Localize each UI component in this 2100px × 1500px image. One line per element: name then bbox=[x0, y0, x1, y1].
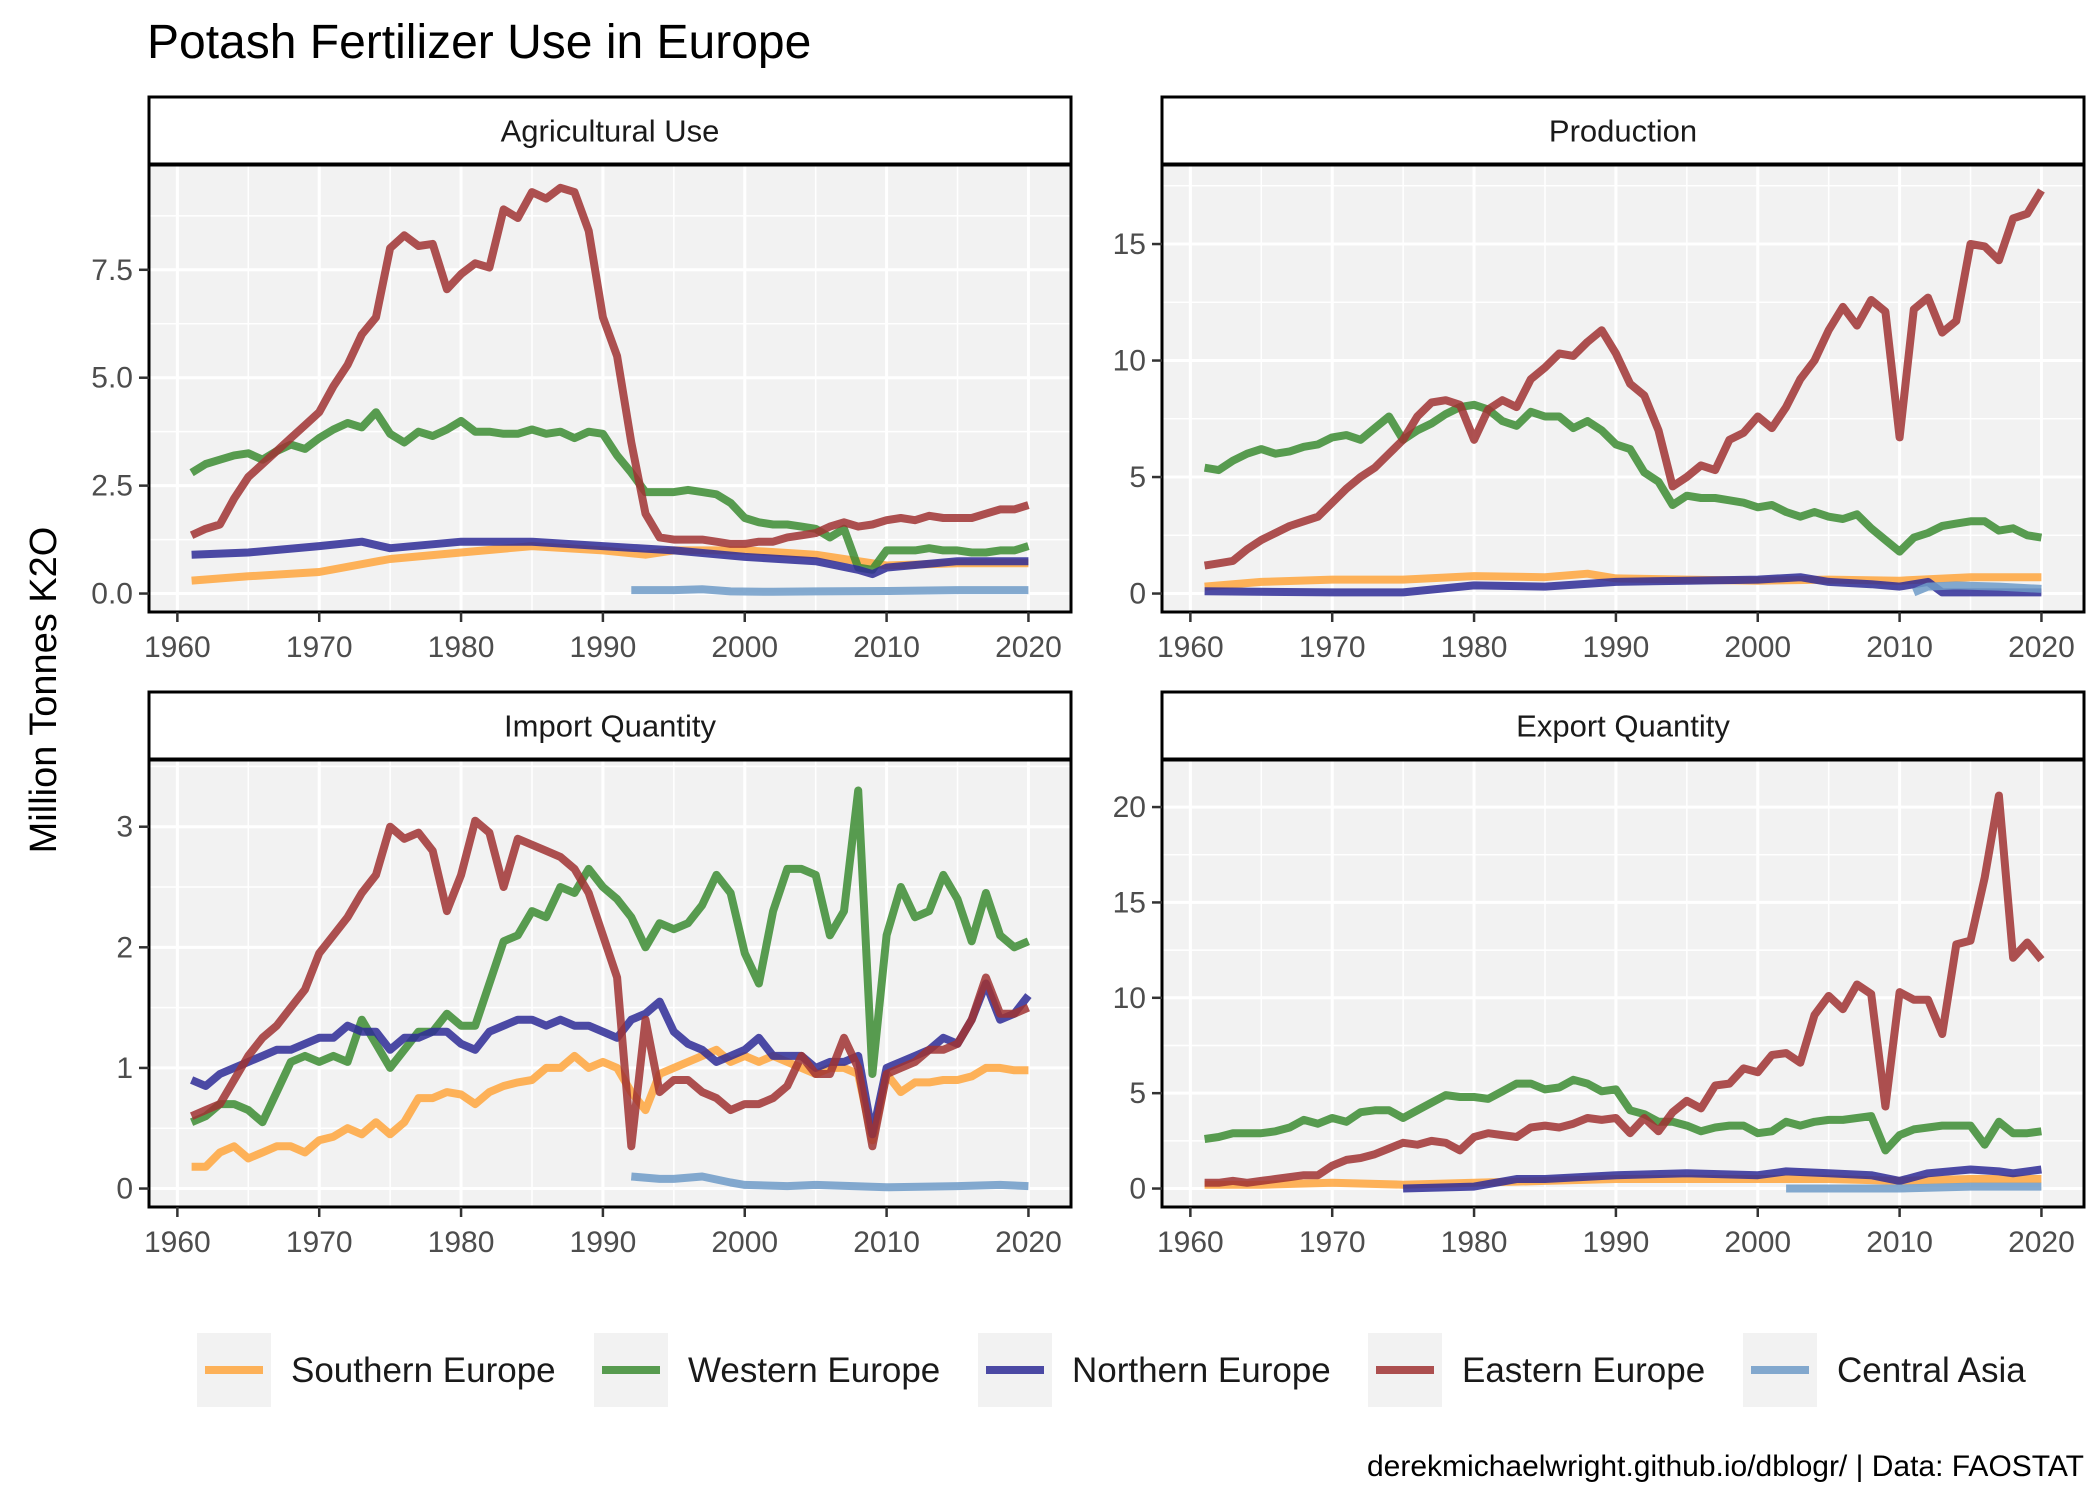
x-tick-label: 1970 bbox=[1299, 631, 1366, 664]
x-tick-label: 2010 bbox=[853, 631, 920, 664]
panel-background bbox=[1162, 165, 2084, 612]
chart-title: Potash Fertilizer Use in Europe bbox=[147, 16, 811, 69]
legend-label: Central Asia bbox=[1837, 1351, 2026, 1390]
x-tick-label: 2020 bbox=[995, 1226, 1062, 1259]
x-tick-label: 1960 bbox=[144, 631, 211, 664]
panel-background bbox=[149, 165, 1071, 612]
legend-label: Southern Europe bbox=[291, 1351, 556, 1390]
panel-import-quantity: Import Quantity 1960 1970 1980 1990 2000 2010 2… bbox=[116, 690, 1073, 1259]
panel-background bbox=[1162, 760, 2084, 1207]
y-tick-label: 1 bbox=[116, 1052, 133, 1085]
panel-border bbox=[1160, 163, 2086, 614]
x-tick-label: 2020 bbox=[995, 631, 1062, 664]
x-tick-label: 1960 bbox=[144, 1226, 211, 1259]
legend-item-central-asia: Central Asia bbox=[1743, 1333, 2026, 1407]
x-tick-label: 1990 bbox=[1583, 1226, 1650, 1259]
y-tick-label: 5 bbox=[1129, 461, 1146, 494]
series-line-eastern-europe bbox=[190, 816, 1030, 1151]
strip-box bbox=[1160, 690, 2086, 761]
y-tick-label: 2.5 bbox=[91, 470, 133, 503]
y-tick-label: 10 bbox=[1113, 982, 1146, 1015]
series-line-northern-europe bbox=[1204, 573, 2042, 597]
series-line-northern-europe bbox=[1402, 1165, 2042, 1193]
y-tick-label: 0.0 bbox=[91, 578, 133, 611]
x-tick-label: 2000 bbox=[1724, 1226, 1791, 1259]
strip-label: Production bbox=[1549, 114, 1697, 149]
y-tick-label: 3 bbox=[116, 811, 133, 844]
series-line-northern-europe bbox=[191, 537, 1029, 579]
series-line-eastern-europe bbox=[1204, 791, 2045, 1187]
x-tick-label: 2010 bbox=[853, 1226, 920, 1259]
series-line-central-asia bbox=[1912, 581, 2042, 597]
legend-item-southern-europe: Southern Europe bbox=[197, 1333, 556, 1407]
y-tick-label: 0 bbox=[1129, 578, 1146, 611]
panel-border bbox=[147, 758, 1073, 1209]
x-tick-label: 2010 bbox=[1866, 1226, 1933, 1259]
strip-label: Agricultural Use bbox=[501, 114, 720, 149]
x-tick-label: 1990 bbox=[1583, 631, 1650, 664]
x-tick-label: 2020 bbox=[2008, 1226, 2075, 1259]
panel-production: Production 1960 1970 1980 1990 2000 2010 2020 0 5… bbox=[1113, 95, 2086, 664]
series-line-central-asia bbox=[630, 1172, 1029, 1192]
legend-label: Western Europe bbox=[688, 1351, 940, 1390]
x-tick-label: 2000 bbox=[1724, 631, 1791, 664]
strip-box bbox=[147, 690, 1073, 761]
legend-item-northern-europe: Northern Europe bbox=[978, 1333, 1331, 1407]
strip-box bbox=[147, 95, 1073, 166]
panel-border bbox=[1160, 758, 2086, 1209]
x-tick-label: 1980 bbox=[428, 1226, 495, 1259]
y-tick-label: 0 bbox=[116, 1173, 133, 1206]
x-tick-label: 1990 bbox=[570, 1226, 637, 1259]
series-line-eastern-europe bbox=[189, 183, 1030, 548]
strip-label: Import Quantity bbox=[504, 709, 716, 744]
series-line-western-europe bbox=[1203, 400, 2043, 556]
legend-label: Eastern Europe bbox=[1462, 1351, 1705, 1390]
x-tick-label: 1980 bbox=[428, 631, 495, 664]
x-tick-label: 2000 bbox=[711, 1226, 778, 1259]
x-tick-label: 1960 bbox=[1157, 1226, 1224, 1259]
y-axis-label: Million Tonnes K2O bbox=[23, 527, 65, 854]
x-tick-label: 2000 bbox=[711, 631, 778, 664]
legend-item-western-europe: Western Europe bbox=[594, 1333, 940, 1407]
legend-label: Northern Europe bbox=[1072, 1351, 1331, 1390]
y-tick-label: 2 bbox=[116, 931, 133, 964]
y-tick-label: 7.5 bbox=[91, 254, 133, 287]
x-tick-label: 1970 bbox=[286, 1226, 353, 1259]
legend-item-eastern-europe: Eastern Europe bbox=[1368, 1333, 1705, 1407]
panel-agricultural-use: Agricultural Use 1960 1970 1980 1990 2000 2010… bbox=[91, 95, 1073, 664]
series-line-northern-europe bbox=[190, 979, 1032, 1139]
panel-border bbox=[147, 163, 1073, 614]
y-tick-label: 0 bbox=[1129, 1173, 1146, 1206]
x-tick-label: 1970 bbox=[286, 631, 353, 664]
series-line-central-asia bbox=[1786, 1182, 2042, 1193]
y-tick-label: 20 bbox=[1113, 791, 1146, 824]
y-tick-label: 5.0 bbox=[91, 362, 133, 395]
x-tick-label: 1960 bbox=[1157, 631, 1224, 664]
x-tick-label: 1980 bbox=[1441, 1226, 1508, 1259]
series-line-western-europe bbox=[1204, 1075, 2042, 1155]
series-line-western-europe bbox=[190, 786, 1030, 1127]
x-tick-label: 1970 bbox=[1299, 1226, 1366, 1259]
y-tick-label: 5 bbox=[1129, 1077, 1146, 1110]
y-tick-label: 10 bbox=[1113, 345, 1146, 378]
strip-box bbox=[1160, 95, 2086, 166]
x-tick-label: 1980 bbox=[1441, 631, 1508, 664]
legend: Southern Europe Western Europe Northern Eu… bbox=[197, 1333, 2026, 1407]
series-line-central-asia bbox=[631, 585, 1029, 596]
y-tick-label: 15 bbox=[1113, 886, 1146, 919]
x-tick-label: 2020 bbox=[2008, 631, 2075, 664]
strip-label: Export Quantity bbox=[1516, 709, 1730, 744]
caption: derekmichaelwright.github.io/dblogr/ | D… bbox=[1367, 1450, 2084, 1483]
series-line-western-europe bbox=[189, 408, 1030, 574]
x-tick-label: 1990 bbox=[570, 631, 637, 664]
x-tick-label: 2010 bbox=[1866, 631, 1933, 664]
series-line-southern-europe bbox=[1204, 569, 2042, 591]
y-tick-label: 15 bbox=[1113, 228, 1146, 261]
series-line-eastern-europe bbox=[1203, 188, 2045, 570]
panel-background bbox=[149, 760, 1071, 1207]
